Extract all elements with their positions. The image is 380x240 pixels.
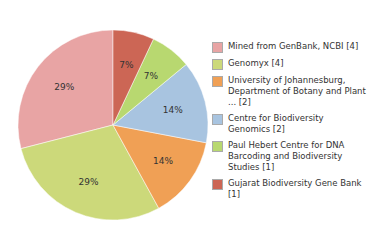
html-text:Gujarat Biodiversity Gene Bank: Gujarat Biodiversity Gene Bank [1] (228, 177, 362, 199)
html-text:Paul Hebert Centre for DNA Bar: Paul Hebert Centre for DNA Barcoding and… (228, 139, 345, 172)
svg-text:7%: 7% (144, 71, 159, 81)
svg-text:29%: 29% (54, 82, 74, 92)
svg-text:14%: 14% (153, 156, 173, 166)
svg-text:29%: 29% (78, 177, 98, 187)
html-text:Mined from GenBank, NCBI [4]: Mined from GenBank, NCBI [4] (228, 40, 359, 51)
svg-text:14%: 14% (163, 105, 183, 115)
html-text:University of Johannesburg, De: University of Johannesburg, Department o… (228, 74, 366, 107)
html-text:Genomyx [4]: Genomyx [4] (228, 57, 284, 68)
html-text:Centre for Biodiversity Genomi: Centre for Biodiversity Genomics [2] (228, 112, 324, 134)
svg-text:7%: 7% (119, 60, 134, 70)
